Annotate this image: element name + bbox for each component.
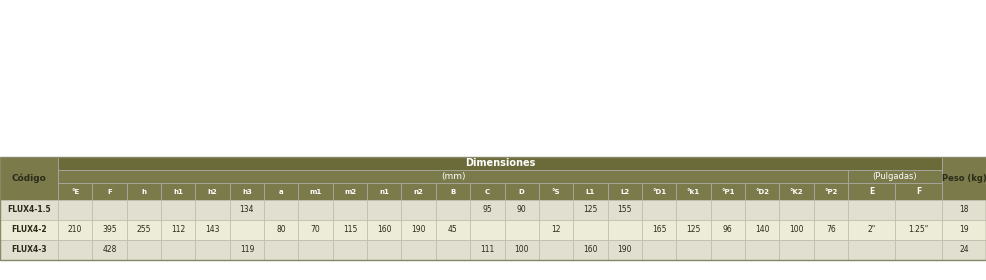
Text: Dimensiones: Dimensiones <box>464 158 535 169</box>
Text: 160: 160 <box>583 246 598 255</box>
Text: 4-Ø18: 4-Ø18 <box>680 6 697 11</box>
Text: 143: 143 <box>205 225 220 234</box>
Text: °D2: °D2 <box>755 188 769 195</box>
Text: 155: 155 <box>617 206 632 214</box>
Text: a: a <box>279 188 284 195</box>
Text: (Pulgadas): (Pulgadas) <box>873 172 917 181</box>
Text: 165: 165 <box>652 225 667 234</box>
Text: 115: 115 <box>343 225 357 234</box>
Text: D1: D1 <box>555 50 563 55</box>
Text: °k1: °k1 <box>687 188 700 195</box>
Text: F: F <box>107 188 111 195</box>
Text: 111: 111 <box>480 246 494 255</box>
Text: D2: D2 <box>713 55 721 60</box>
Text: 2": 2" <box>868 225 876 234</box>
Text: 100: 100 <box>789 225 804 234</box>
Text: 119: 119 <box>240 246 254 255</box>
Text: 395: 395 <box>103 225 116 234</box>
Text: Peso (kg): Peso (kg) <box>942 174 986 183</box>
Text: FLUX4-2: FLUX4-2 <box>11 225 46 234</box>
Text: 100: 100 <box>515 246 528 255</box>
Text: h: h <box>183 83 186 87</box>
Text: 190: 190 <box>617 246 632 255</box>
Text: °S: °S <box>552 188 560 195</box>
Text: m1: m1 <box>310 188 321 195</box>
Text: 18: 18 <box>959 206 969 214</box>
Text: SOPORTE DE MOTOR: SOPORTE DE MOTOR <box>804 141 877 146</box>
Text: FLUX4-3: FLUX4-3 <box>11 246 46 255</box>
Text: 80: 80 <box>276 225 286 234</box>
Text: E: E <box>869 187 875 196</box>
Text: 95: 95 <box>482 206 492 214</box>
Text: 428: 428 <box>103 246 116 255</box>
Text: 45: 45 <box>448 225 458 234</box>
Text: h: h <box>141 188 146 195</box>
Text: 255: 255 <box>137 225 151 234</box>
Text: FLUX4-1.5: FLUX4-1.5 <box>7 206 51 214</box>
Bar <box>205 32 335 132</box>
Text: n2: n2 <box>414 188 424 195</box>
Text: B: B <box>451 188 456 195</box>
Text: P2: P2 <box>713 78 720 83</box>
Text: 1.25": 1.25" <box>908 225 929 234</box>
Text: P1: P1 <box>555 80 562 85</box>
Bar <box>335 60 350 97</box>
Text: Código: Código <box>12 174 46 183</box>
Bar <box>802 29 878 118</box>
Text: °P2: °P2 <box>824 188 837 195</box>
Text: F: F <box>916 187 921 196</box>
Text: 140: 140 <box>755 225 769 234</box>
Text: 76: 76 <box>826 225 836 234</box>
Text: 70: 70 <box>311 225 320 234</box>
Text: b: b <box>880 74 883 80</box>
Text: a: a <box>880 50 883 55</box>
Text: L1: L1 <box>586 188 595 195</box>
Text: h2: h2 <box>208 188 218 195</box>
Text: 210: 210 <box>68 225 83 234</box>
Text: C: C <box>485 188 490 195</box>
Text: 112: 112 <box>172 225 185 234</box>
Text: °D1: °D1 <box>652 188 667 195</box>
Text: E: E <box>555 95 558 99</box>
Text: D: D <box>519 188 525 195</box>
Bar <box>440 136 540 151</box>
Text: K2: K2 <box>713 67 720 71</box>
Text: (mm): (mm) <box>441 172 465 181</box>
Text: n1: n1 <box>380 188 389 195</box>
Bar <box>478 0 502 11</box>
Text: 134: 134 <box>240 206 254 214</box>
Text: 24: 24 <box>959 246 969 255</box>
Text: k1: k1 <box>555 64 562 69</box>
Text: 12: 12 <box>551 225 561 234</box>
Text: h3: h3 <box>242 188 251 195</box>
Text: F: F <box>289 4 292 9</box>
Text: m2: m2 <box>344 188 356 195</box>
Bar <box>355 4 385 24</box>
Text: 19: 19 <box>959 225 969 234</box>
Text: 4-Ø5: 4-Ø5 <box>860 6 874 11</box>
Text: °K2: °K2 <box>790 188 804 195</box>
Text: 90: 90 <box>517 206 527 214</box>
Text: 125: 125 <box>583 206 598 214</box>
Text: VISTA SUPERIOR: VISTA SUPERIOR <box>631 141 689 146</box>
Text: 96: 96 <box>723 225 733 234</box>
Text: L2: L2 <box>620 188 629 195</box>
Text: 160: 160 <box>377 225 391 234</box>
Text: 190: 190 <box>411 225 426 234</box>
Text: °E: °E <box>71 188 79 195</box>
Text: 125: 125 <box>686 225 701 234</box>
Text: h1: h1 <box>174 188 183 195</box>
Text: °P1: °P1 <box>721 188 735 195</box>
